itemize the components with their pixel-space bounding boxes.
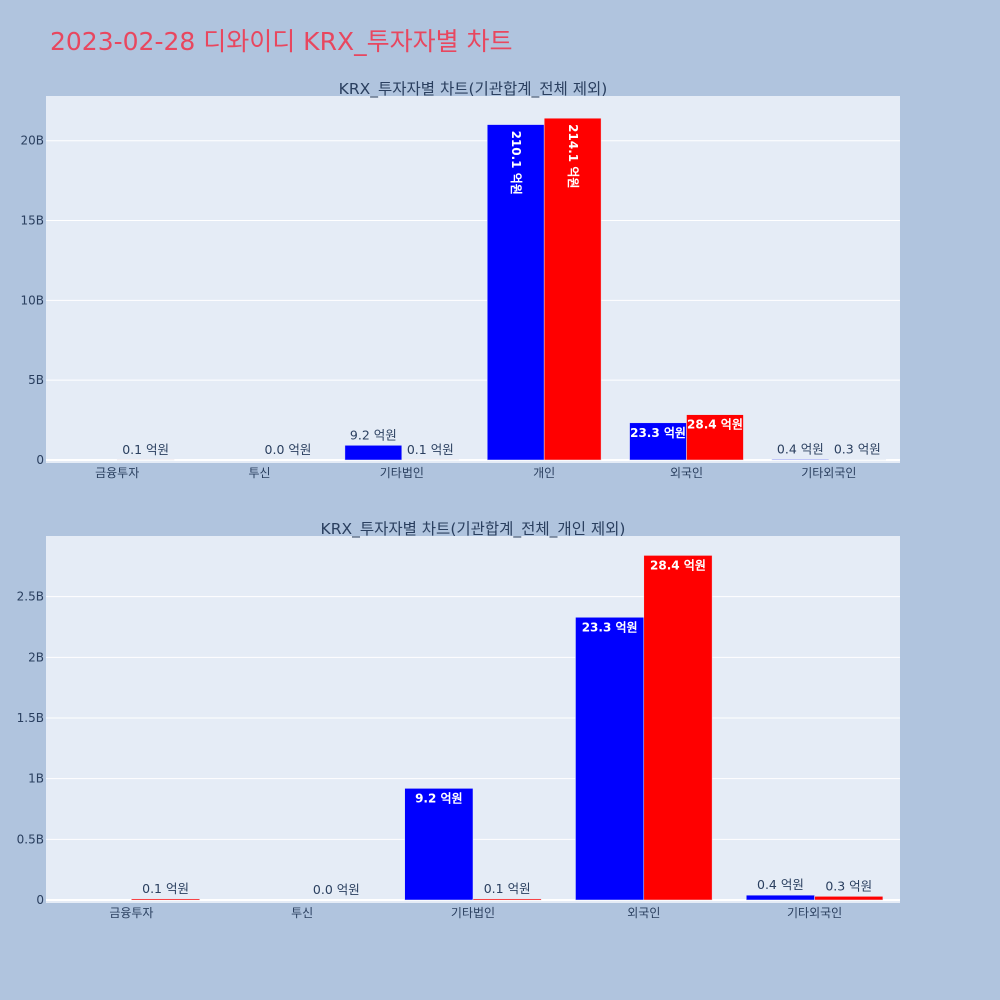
y-tick-label: 2B	[28, 650, 44, 664]
bar	[746, 894, 815, 901]
data-label: 214.1 억원	[566, 124, 580, 188]
x-tick-label: 투신	[248, 466, 270, 480]
data-label: 0.0 억원	[265, 442, 312, 457]
x-tick-label: 기타외국인	[787, 906, 842, 920]
y-tick-label: 2.5B	[17, 590, 44, 604]
chart-title: KRX_투자자별 차트(기관합계_전체_개인 제외)	[321, 520, 626, 539]
chart-panel-1: 0 5B 10B 15B 20B KRX_투자자별 차트(기관합계_전체 제외) 금융투자 0…	[20, 80, 900, 480]
bar	[575, 617, 645, 901]
data-label: 23.3 억원	[630, 426, 686, 440]
data-label: 0.4 억원	[777, 441, 824, 456]
data-label: 0.3 억원	[834, 442, 881, 457]
x-tick-label: 개인	[533, 466, 555, 480]
bar	[472, 898, 542, 901]
bar	[814, 896, 884, 901]
x-tick-label: 투신	[291, 906, 313, 920]
chart-panel-2: 0 0.5B 1B 1.5B 2B 2.5B KRX_투자자별 차트(기관합계_전체_개인 …	[17, 520, 900, 920]
data-label: 28.4 억원	[650, 558, 706, 572]
bar	[686, 414, 744, 461]
y-tick-label: 20B	[20, 134, 44, 148]
y-tick-label: 0	[36, 893, 44, 907]
bar	[131, 898, 200, 901]
x-tick-label: 기타법인	[451, 906, 495, 920]
y-tick-label: 10B	[20, 293, 44, 307]
data-label: 210.1 억원	[509, 131, 523, 195]
data-label: 28.4 억원	[687, 418, 743, 432]
chart-title: KRX_투자자별 차트(기관합계_전체 제외)	[339, 80, 608, 99]
y-tick-label: 0	[36, 453, 44, 467]
data-label: 0.0 억원	[313, 882, 360, 897]
page-title: 2023-02-28 디와이디 KRX_투자자별 차트	[50, 27, 513, 56]
x-tick-label: 외국인	[627, 906, 660, 920]
data-label: 9.2 억원	[350, 427, 397, 442]
y-tick-label: 0.5B	[17, 832, 44, 846]
bar	[643, 555, 713, 901]
bar	[344, 445, 403, 461]
x-tick-label: 기타외국인	[801, 466, 856, 480]
y-tick-label: 1.5B	[17, 711, 44, 725]
x-tick-label: 금융투자	[109, 906, 153, 920]
data-label: 0.3 억원	[825, 878, 872, 893]
x-tick-label: 금융투자	[95, 466, 139, 480]
data-label: 0.1 억원	[407, 442, 454, 457]
data-label: 0.4 억원	[757, 877, 804, 892]
data-label: 0.1 억원	[122, 442, 169, 457]
bar	[629, 422, 687, 461]
y-tick-label: 5B	[28, 373, 44, 387]
data-label: 9.2 억원	[415, 791, 463, 805]
y-tick-label: 1B	[28, 772, 44, 786]
x-tick-label: 외국인	[670, 466, 703, 480]
data-label: 23.3 억원	[582, 620, 638, 634]
data-label: 0.1 억원	[484, 881, 531, 896]
bar	[543, 117, 602, 461]
plot-area	[46, 96, 900, 463]
y-tick-label: 15B	[20, 214, 44, 228]
bar	[486, 124, 545, 461]
x-tick-label: 기타법인	[380, 466, 424, 480]
bar	[771, 459, 830, 461]
data-label: 0.1 억원	[142, 881, 189, 896]
bar	[404, 788, 474, 901]
